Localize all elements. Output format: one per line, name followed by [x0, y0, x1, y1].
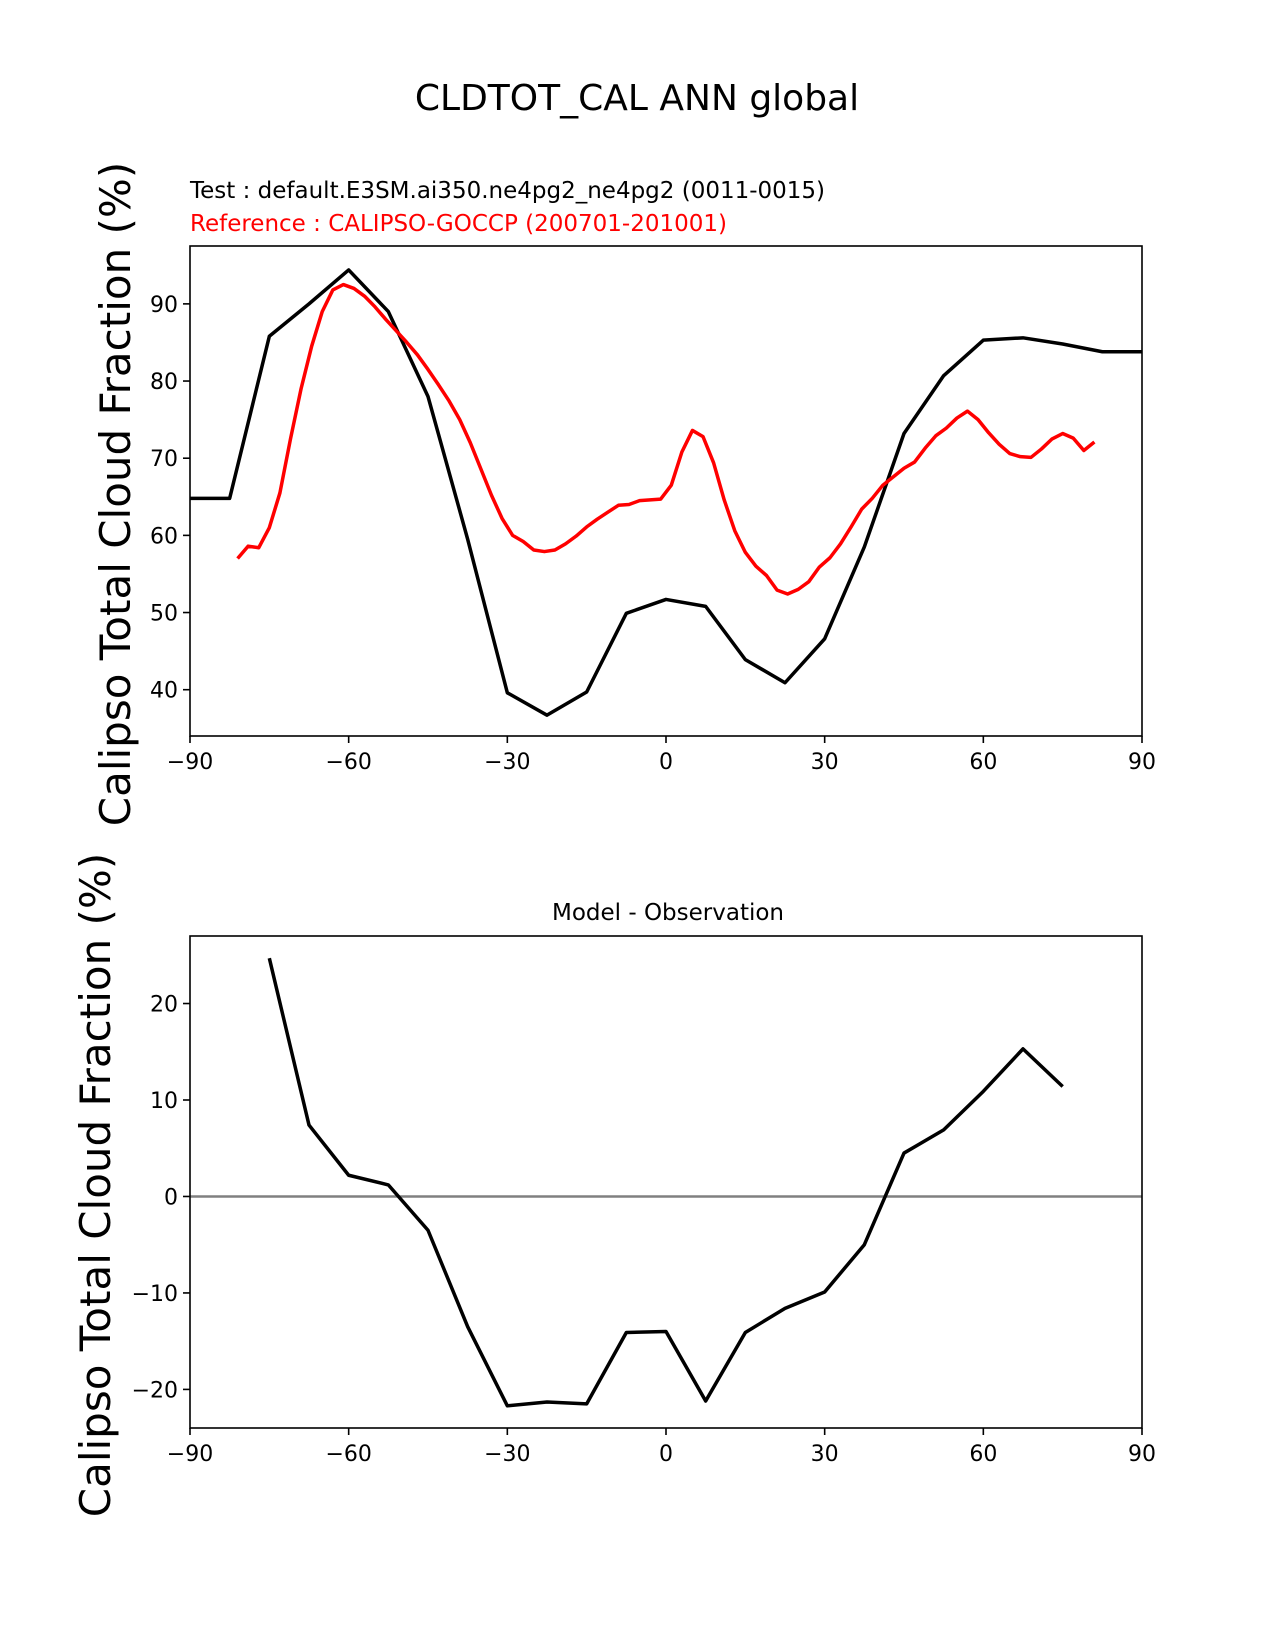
difference-series-line — [267, 957, 1064, 1408]
top-y-tick-label: 50 — [150, 602, 178, 627]
bottom-plot-frame — [189, 935, 1143, 1429]
top-x-tick-label: −60 — [325, 750, 371, 775]
bottom-x-tick-label: 60 — [969, 1442, 997, 1467]
top-x-tick-label: 60 — [969, 750, 997, 775]
bottom-x-tick-label: 0 — [659, 1442, 673, 1467]
test-subtitle: Test : default.E3SM.ai350.ne4pg2_ne4pg2 … — [189, 178, 825, 204]
bottom-x-tick-label: 30 — [811, 1442, 839, 1467]
top-y-tick-label: 90 — [150, 293, 178, 318]
bottom-y-axis-label: Calipso Total Cloud Fraction (%) — [71, 853, 120, 1517]
top-y-tick-label: 60 — [150, 524, 178, 549]
bottom-y-tick-label: −20 — [132, 1378, 178, 1403]
top-x-tick-label: 90 — [1128, 750, 1156, 775]
top-y-tick-label: 70 — [150, 447, 178, 472]
bottom-y-tick-label: 0 — [164, 1185, 178, 1210]
reference-comparison-plot: Test : default.E3SM.ai350.ne4pg2_ne4pg2 … — [91, 162, 1156, 826]
top-y-tick-label: 80 — [150, 370, 178, 395]
bottom-y-tick-label: −10 — [132, 1282, 178, 1307]
difference-plot-title: Model - Observation — [552, 900, 784, 926]
reference-subtitle: Reference : CALIPSO-GOCCP (200701-201001… — [190, 211, 727, 237]
top-x-tick-label: −30 — [484, 750, 530, 775]
test-series-line — [190, 268, 1142, 717]
top-y-axis-label: Calipso Total Cloud Fraction (%) — [91, 162, 140, 826]
bottom-y-tick-label: 20 — [150, 993, 178, 1018]
top-x-tick-label: −90 — [167, 750, 213, 775]
bottom-x-tick-label: −30 — [484, 1442, 530, 1467]
bottom-x-tick-label: −60 — [325, 1442, 371, 1467]
bottom-y-tick-label: 10 — [150, 1089, 178, 1114]
top-x-tick-label: 0 — [659, 750, 673, 775]
bottom-x-tick-label: −90 — [167, 1442, 213, 1467]
top-y-tick-label: 40 — [150, 679, 178, 704]
bottom-x-tick-label: 90 — [1128, 1442, 1156, 1467]
difference-plot: Model - Observation Calipso Total Cloud … — [71, 853, 1156, 1517]
figure-title: CLDTOT_CAL ANN global — [415, 78, 859, 119]
top-x-tick-label: 30 — [811, 750, 839, 775]
reference-series-line — [236, 282, 1096, 596]
